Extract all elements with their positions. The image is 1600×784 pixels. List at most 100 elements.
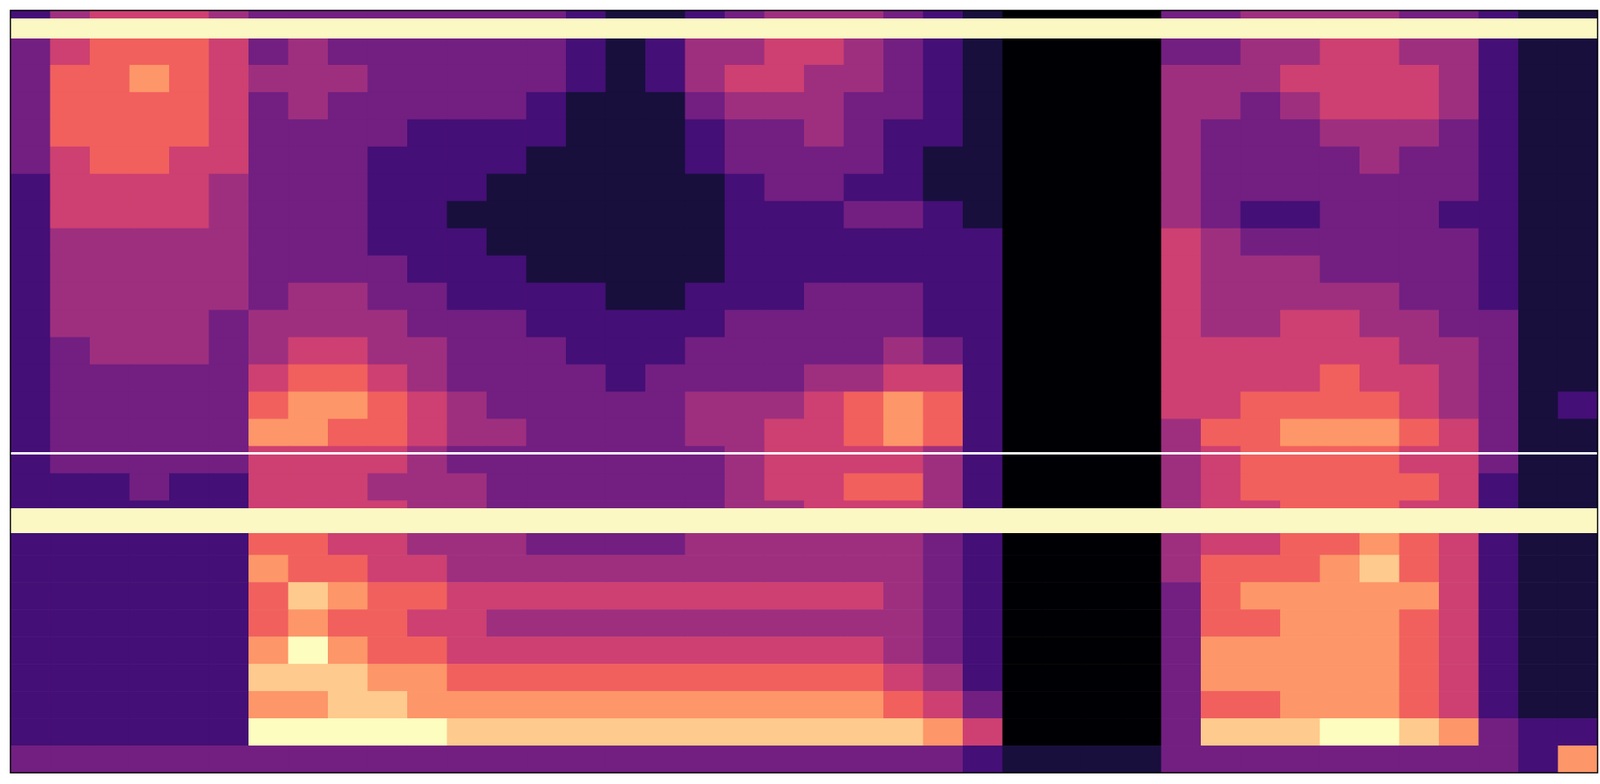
heatmap-cell [1082, 745, 1123, 773]
heatmap-cell [288, 337, 329, 366]
heatmap-cell [50, 690, 91, 720]
heatmap-cell [1359, 337, 1400, 366]
heatmap-cell [1082, 173, 1123, 203]
heatmap-cell [883, 364, 924, 393]
heatmap-cell [1200, 37, 1241, 66]
heatmap-cell [50, 445, 91, 474]
heatmap-cell [526, 472, 567, 502]
heatmap-cell [923, 636, 964, 665]
heatmap-cell [248, 636, 289, 665]
heatmap-cell [565, 690, 607, 720]
heatmap-cell [10, 282, 51, 312]
heatmap-cell [1002, 636, 1043, 665]
heatmap-cell [89, 636, 130, 665]
heatmap-cell [685, 663, 726, 692]
heatmap-cell [169, 119, 210, 148]
heatmap-cell [1399, 173, 1440, 203]
heatmap-cell [50, 255, 91, 284]
heatmap-cell [1518, 472, 1559, 502]
heatmap-cell [606, 554, 647, 583]
heatmap-cell [1558, 745, 1599, 773]
heatmap-cell [1082, 201, 1123, 230]
heatmap-cell [367, 282, 409, 312]
heatmap-cell [1042, 581, 1083, 611]
heatmap-cell [962, 337, 1003, 366]
heatmap-cell [407, 255, 448, 284]
heatmap-cell [10, 445, 51, 474]
heatmap-cell [1438, 554, 1479, 583]
heatmap-cell [1478, 418, 1520, 447]
heatmap-cell [1121, 228, 1162, 257]
heatmap-cell [804, 37, 845, 66]
heatmap-cell [50, 581, 91, 611]
heatmap-cell [1042, 173, 1083, 203]
heatmap-cell [129, 391, 170, 421]
heatmap-cell [288, 391, 329, 421]
heatmap-cell [1200, 282, 1241, 312]
heatmap-cell [1320, 228, 1361, 257]
heatmap-cell [129, 663, 170, 692]
heatmap-cell [1320, 310, 1361, 339]
heatmap-cell [804, 364, 845, 393]
heatmap-cell [1240, 337, 1281, 366]
heatmap-cell [1121, 745, 1162, 773]
heatmap-cell [962, 745, 1003, 773]
heatmap-cell [447, 690, 488, 720]
heatmap-cell [1042, 472, 1083, 502]
heatmap-cell [1240, 418, 1281, 447]
heatmap-cell [407, 310, 448, 339]
heatmap-cell [486, 201, 527, 230]
heatmap-cell [367, 391, 409, 421]
heatmap-cell [367, 472, 409, 502]
heatmap-cell [1320, 745, 1361, 773]
heatmap-cell [1042, 201, 1083, 230]
heatmap-cell [645, 581, 686, 611]
heatmap-cell [248, 718, 289, 747]
heatmap-cell [10, 745, 51, 773]
heatmap-cell [407, 391, 448, 421]
heatmap-cell [962, 554, 1003, 583]
heatmap-cell [1518, 92, 1559, 121]
heatmap-cell [685, 146, 726, 175]
heatmap-cell [486, 173, 527, 203]
heatmap-cell [367, 663, 409, 692]
heatmap-cell [1240, 690, 1281, 720]
heatmap-cell [804, 255, 845, 284]
heatmap-cell [962, 364, 1003, 393]
marker-line [10, 452, 1598, 455]
heatmap-cell [724, 418, 765, 447]
heatmap-cell [327, 201, 368, 230]
heatmap-cell [1200, 445, 1241, 474]
heatmap-cell [883, 663, 924, 692]
heatmap-cell [367, 310, 409, 339]
heatmap-cell [1240, 282, 1281, 312]
heatmap-cell [1558, 64, 1599, 93]
heatmap-cell [606, 745, 647, 773]
heatmap-cell [764, 554, 805, 583]
heatmap-cell [804, 718, 845, 747]
heatmap-cell [724, 119, 765, 148]
heatmap-cell [606, 310, 647, 339]
heatmap-cell [407, 472, 448, 502]
heatmap-cell [129, 37, 170, 66]
heatmap-cell [327, 64, 368, 93]
heatmap-cell [1042, 609, 1083, 638]
heatmap-cell [50, 418, 91, 447]
heatmap-cell [1161, 364, 1202, 393]
heatmap-cell [962, 581, 1003, 611]
heatmap-cell [209, 364, 250, 393]
heatmap-cell [923, 418, 964, 447]
heatmap-cell [1121, 64, 1162, 93]
heatmap-cell [1518, 310, 1559, 339]
heatmap-cell [50, 64, 91, 93]
heatmap-cell [288, 690, 329, 720]
heatmap-cell [844, 255, 885, 284]
heatmap-cell [209, 201, 250, 230]
heatmap-cell [1558, 391, 1599, 421]
heatmap-cell [367, 418, 409, 447]
heatmap-cell [685, 201, 726, 230]
heatmap-cell [367, 92, 409, 121]
heatmap-cell [1558, 282, 1599, 312]
heatmap-cell [923, 37, 964, 66]
heatmap-cell [685, 255, 726, 284]
